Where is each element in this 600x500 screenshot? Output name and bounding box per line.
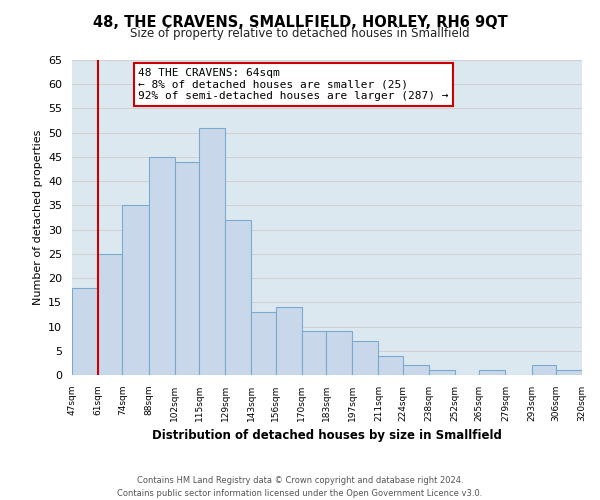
Bar <box>429 370 455 375</box>
Y-axis label: Number of detached properties: Number of detached properties <box>32 130 43 305</box>
Bar <box>532 366 556 375</box>
Text: Contains HM Land Registry data © Crown copyright and database right 2024.
Contai: Contains HM Land Registry data © Crown c… <box>118 476 482 498</box>
Text: 48, THE CRAVENS, SMALLFIELD, HORLEY, RH6 9QT: 48, THE CRAVENS, SMALLFIELD, HORLEY, RH6… <box>92 15 508 30</box>
Bar <box>556 370 582 375</box>
Text: Size of property relative to detached houses in Smallfield: Size of property relative to detached ho… <box>130 28 470 40</box>
Bar <box>379 356 403 375</box>
Bar <box>251 312 275 375</box>
Text: 48 THE CRAVENS: 64sqm
← 8% of detached houses are smaller (25)
92% of semi-detac: 48 THE CRAVENS: 64sqm ← 8% of detached h… <box>139 68 449 101</box>
Bar <box>302 332 326 375</box>
Bar <box>403 366 429 375</box>
Bar <box>98 254 122 375</box>
Bar <box>275 307 302 375</box>
Bar <box>225 220 251 375</box>
Bar <box>326 332 352 375</box>
Bar <box>149 157 175 375</box>
Bar <box>122 206 149 375</box>
Bar <box>479 370 505 375</box>
Bar <box>72 288 98 375</box>
Bar <box>352 341 379 375</box>
X-axis label: Distribution of detached houses by size in Smallfield: Distribution of detached houses by size … <box>152 430 502 442</box>
Bar <box>199 128 225 375</box>
Bar <box>175 162 199 375</box>
